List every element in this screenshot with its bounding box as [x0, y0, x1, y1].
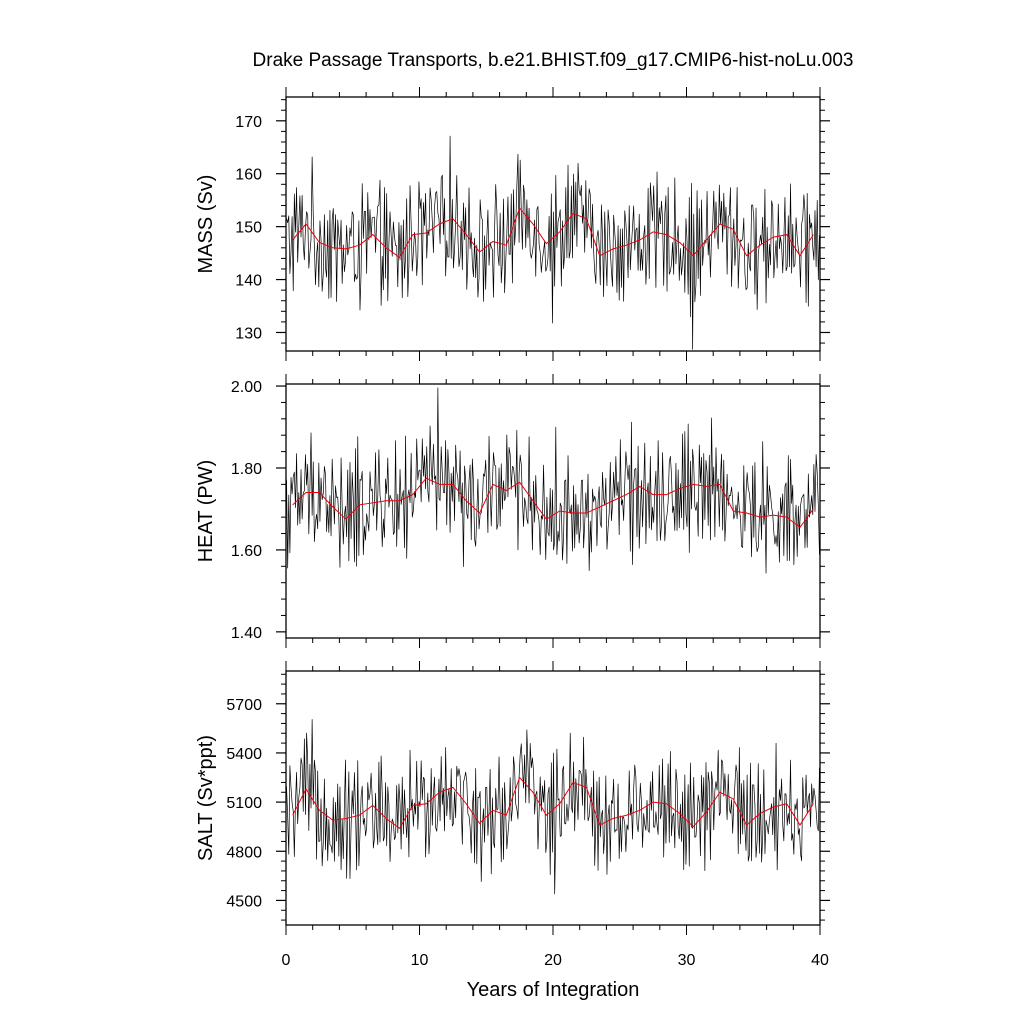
y-tick-label: 140: [235, 273, 262, 290]
x-tick-label: 40: [811, 952, 829, 969]
panels: 130 140 150 160 170 MASS (Sv) 1.40 1.60 1.80 2.00…: [195, 87, 830, 969]
y-tick-label: 4800: [226, 844, 262, 861]
y-tick-label: 1.60: [231, 543, 262, 560]
panel-1: 130 140 150 160 170 MASS (Sv): [195, 87, 830, 361]
y-tick-label: 170: [235, 114, 262, 131]
annual-mean-line: [292, 477, 814, 529]
panel-2: 1.40 1.60 1.80 2.00 HEAT (PW): [195, 374, 830, 648]
y-tick-label: 5400: [226, 746, 262, 763]
y-tick-label: 5700: [226, 697, 262, 714]
y-tick-label: 150: [235, 220, 262, 237]
x-tick-label: 0: [282, 952, 291, 969]
y-tick-label: 4500: [226, 893, 262, 910]
x-axis-label: Years of Integration: [467, 979, 640, 1001]
monthly-series-line: [286, 719, 820, 895]
y-tick-label: 5100: [226, 795, 262, 812]
monthly-series-line: [286, 387, 820, 574]
y-axis-label: MASS (Sv): [195, 175, 217, 274]
x-tick-label: 10: [411, 952, 429, 969]
x-tick-label: 30: [678, 952, 696, 969]
y-tick-label: 2.00: [231, 379, 262, 396]
annual-mean-line: [292, 207, 814, 259]
y-tick-label: 1.40: [231, 625, 262, 642]
annual-mean-line: [292, 776, 814, 830]
chart-title: Drake Passage Transports, b.e21.BHIST.f0…: [253, 50, 854, 71]
y-tick-label: 160: [235, 167, 262, 184]
y-axis-label: SALT (Sv*ppt): [195, 735, 217, 861]
panel-3: 4500 4800 5100 5400 5700 SALT (Sv*ppt): [195, 661, 830, 935]
y-tick-label: 130: [235, 325, 262, 342]
monthly-series-line: [286, 135, 820, 350]
y-axis-label: HEAT (PW): [195, 460, 217, 563]
x-tick-label: 20: [544, 952, 562, 969]
y-tick-label: 1.80: [231, 461, 262, 478]
